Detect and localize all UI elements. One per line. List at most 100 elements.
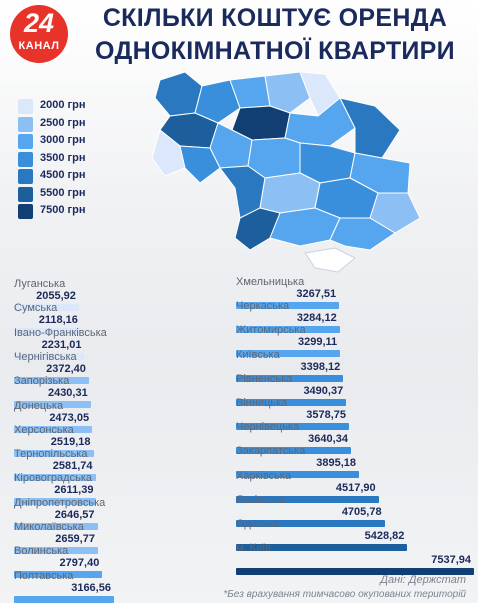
legend-item: 2500 грн (18, 116, 138, 132)
bar-value-label: 5428,82 (364, 530, 405, 542)
bar (14, 595, 114, 603)
map-region (264, 71, 311, 114)
legend-swatch (18, 186, 33, 202)
map-region (151, 129, 186, 177)
bar (14, 474, 96, 482)
legend-item: 7500 грн (18, 203, 138, 219)
bar-category-label: Запорізька (14, 375, 70, 388)
bar-value-label: 2055,92 (36, 290, 76, 302)
bar-value-label: 3640,34 (308, 433, 348, 446)
bar (14, 352, 85, 360)
bar (14, 498, 97, 506)
legend-swatch (18, 204, 33, 219)
bar (236, 398, 347, 406)
bar-value-label: 2430,31 (47, 387, 88, 400)
bar-value-label: 2581,74 (52, 460, 93, 473)
legend-swatch (18, 99, 33, 114)
bar-value-label: 3895,18 (316, 457, 356, 470)
bar (236, 374, 344, 382)
bar-category-label: Тернопільська (14, 448, 88, 461)
logo-number: 24 (23, 8, 55, 38)
bar-value-label: 3490,37 (303, 384, 344, 397)
bar-value-label: 3299,11 (298, 336, 338, 349)
bar-category-label: Вінницька (236, 397, 288, 409)
bar-category-label: Харківська (236, 469, 291, 482)
legend-label: 7500 грн (40, 204, 86, 216)
legend-label: 2500 грн (40, 116, 86, 129)
bar-category-label: Миколаївська (14, 521, 84, 533)
bar (236, 350, 341, 358)
bar (14, 401, 91, 409)
map-region (269, 207, 341, 247)
map-region (194, 79, 241, 124)
legend-item: 5500 грн (18, 186, 138, 202)
bar (236, 568, 474, 576)
bar-value-label: 4517,90 (335, 481, 376, 494)
map-region (329, 217, 396, 251)
legend-swatch (18, 169, 33, 184)
bar (236, 544, 408, 551)
bar-category-label: Львівська (236, 493, 286, 506)
legend-label: 2000 грн (40, 99, 86, 111)
bar-category-label: Одеська (236, 518, 280, 530)
bar-category-label: Луганська (14, 278, 66, 290)
map-region (154, 71, 203, 117)
bar-category-label: Рівненська (236, 372, 293, 385)
map-region (304, 247, 356, 273)
bar-category-label: Чернівецька (236, 421, 300, 434)
bar-value-label: 2646,57 (54, 508, 95, 521)
bar-category-label: Івано-Франківська (14, 326, 107, 339)
legend-item: 3500 грн (18, 151, 138, 167)
bar-value-label: 2659,77 (55, 533, 95, 545)
bar (14, 571, 103, 579)
bar (236, 495, 379, 503)
bar-category-label: Житомирська (236, 324, 306, 337)
bar (236, 423, 349, 430)
ukraine-map (151, 71, 421, 273)
legend-label: 5500 грн (40, 186, 86, 199)
bar-value-label: 2473,05 (49, 411, 90, 424)
bar-value-label: 2611,39 (54, 484, 94, 497)
bar-category-label: Хмельницька (236, 276, 305, 288)
bar-category-label: Закарпатська (236, 445, 306, 458)
bar-value-label: 3578,75 (306, 409, 346, 421)
title-line-2: ОДНОКІМНАТНОЇ КВАРТИРИ (95, 37, 455, 65)
title-line-1: СКІЛЬКИ КОШТУЄ ОРЕНДА (102, 4, 448, 32)
bar-category-label: Полтавська (14, 569, 74, 582)
bar (14, 328, 81, 336)
bar-category-label: Черкаська (236, 300, 290, 313)
map-region (369, 192, 421, 234)
bar (14, 376, 89, 384)
bar-value-label: 2118,16 (38, 314, 78, 327)
bar-value-label: 3166,56 (71, 581, 111, 594)
bar (236, 447, 351, 455)
bar (14, 425, 93, 433)
bar-value-label: 7537,94 (431, 554, 471, 567)
legend-swatch (18, 134, 33, 149)
data-source: Дані: Держстат (380, 574, 466, 586)
bar-value-label: 3284,12 (296, 312, 337, 325)
bar-value-label: 2231,01 (41, 338, 82, 351)
legend-label: 3000 грн (40, 134, 86, 146)
legend-item: 2000 грн (18, 98, 138, 114)
bar-category-label: Кіровоградська (14, 472, 92, 485)
bar-category-label: Дніпропетровська (14, 496, 106, 509)
bar-category-label: м. Київ (236, 542, 272, 555)
bar (236, 519, 385, 527)
legend-swatch (18, 151, 33, 167)
footnote: *Без врахування тимчасово окупованих тер… (223, 589, 466, 600)
bar-category-label: Чернігівська (14, 350, 77, 363)
bar-value-label: 3267,51 (296, 288, 337, 300)
bar (14, 547, 98, 554)
bar (14, 304, 79, 311)
bar (14, 449, 94, 457)
map-region (179, 145, 221, 184)
bar-category-label: Сумська (14, 302, 58, 315)
bar-value-label: 2519,18 (50, 435, 91, 448)
bar (236, 326, 340, 334)
bar-category-label: Київська (236, 348, 280, 361)
map-region (259, 172, 321, 214)
channel-logo: 24 КАНАЛ (10, 5, 68, 63)
bar (236, 471, 359, 479)
